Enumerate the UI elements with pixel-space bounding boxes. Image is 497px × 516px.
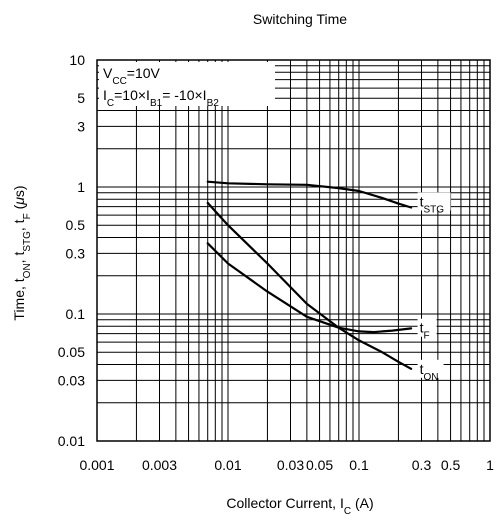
series-line-stg (206, 180, 413, 209)
chart-title: Switching Time (253, 11, 347, 27)
x-tick-label: 0.03 (277, 457, 304, 473)
series-label-bg (417, 359, 444, 378)
y-tick-label: 0.01 (58, 433, 85, 449)
y-tick-label: 0.03 (58, 372, 85, 388)
y-tick-label: 0.3 (66, 245, 86, 261)
x-tick-label: 0.05 (306, 457, 333, 473)
x-label-unit: (A) (351, 495, 374, 511)
series-label-f: tF (420, 320, 430, 342)
y-tick-label: 5 (77, 90, 85, 106)
series-lines (206, 180, 413, 370)
x-tick-label: 0.01 (214, 457, 241, 473)
x-tick-label: 1 (486, 457, 494, 473)
x-axis-label: Collector Current, IC (A) (226, 495, 373, 516)
y-axis-label: Time, tON, tSTG, tF (μs) (11, 185, 33, 320)
y-tick-label: 0.1 (66, 306, 86, 322)
series-label-bg (417, 318, 437, 337)
series-label-stg: tSTG (420, 193, 445, 215)
x-tick-label: 0.1 (349, 457, 369, 473)
y-tick-label: 1 (77, 179, 85, 195)
plot-frame (96, 59, 491, 442)
series-labels: tSTG tF tON (417, 192, 451, 383)
series-label-bg (417, 192, 451, 211)
y-tick-label: 0.5 (66, 217, 86, 233)
x-tick-label: 0.3 (412, 457, 432, 473)
series-line-on (206, 201, 413, 370)
x-tick-label: 0.001 (79, 457, 114, 473)
y-tick-label: 10 (69, 52, 85, 68)
x-axis-ticks: 0.001 0.003 0.01 0.03 0.05 0.1 0.3 0.5 1 (79, 457, 494, 473)
y-tick-label: 0.05 (58, 344, 85, 360)
mu-symbol: μ (11, 197, 27, 206)
series-line-f (206, 242, 413, 334)
y-tick-label: 3 (77, 118, 85, 134)
x-label-main: Collector Current, I (226, 495, 343, 511)
condition-line: VCC=10V (103, 65, 161, 87)
series-label-on: tON (420, 361, 439, 383)
x-label-sub: C (344, 506, 351, 516)
y-axis-ticks: 10 5 3 1 0.5 0.3 0.1 0.05 0.03 0.01 (58, 52, 85, 449)
condition-line: IC=10×IB1= -10×IB2 (103, 87, 219, 109)
x-tick-label: 0.5 (441, 457, 461, 473)
grid (97, 60, 490, 441)
conditions-bg (99, 62, 275, 106)
x-tick-label: 0.003 (142, 457, 177, 473)
